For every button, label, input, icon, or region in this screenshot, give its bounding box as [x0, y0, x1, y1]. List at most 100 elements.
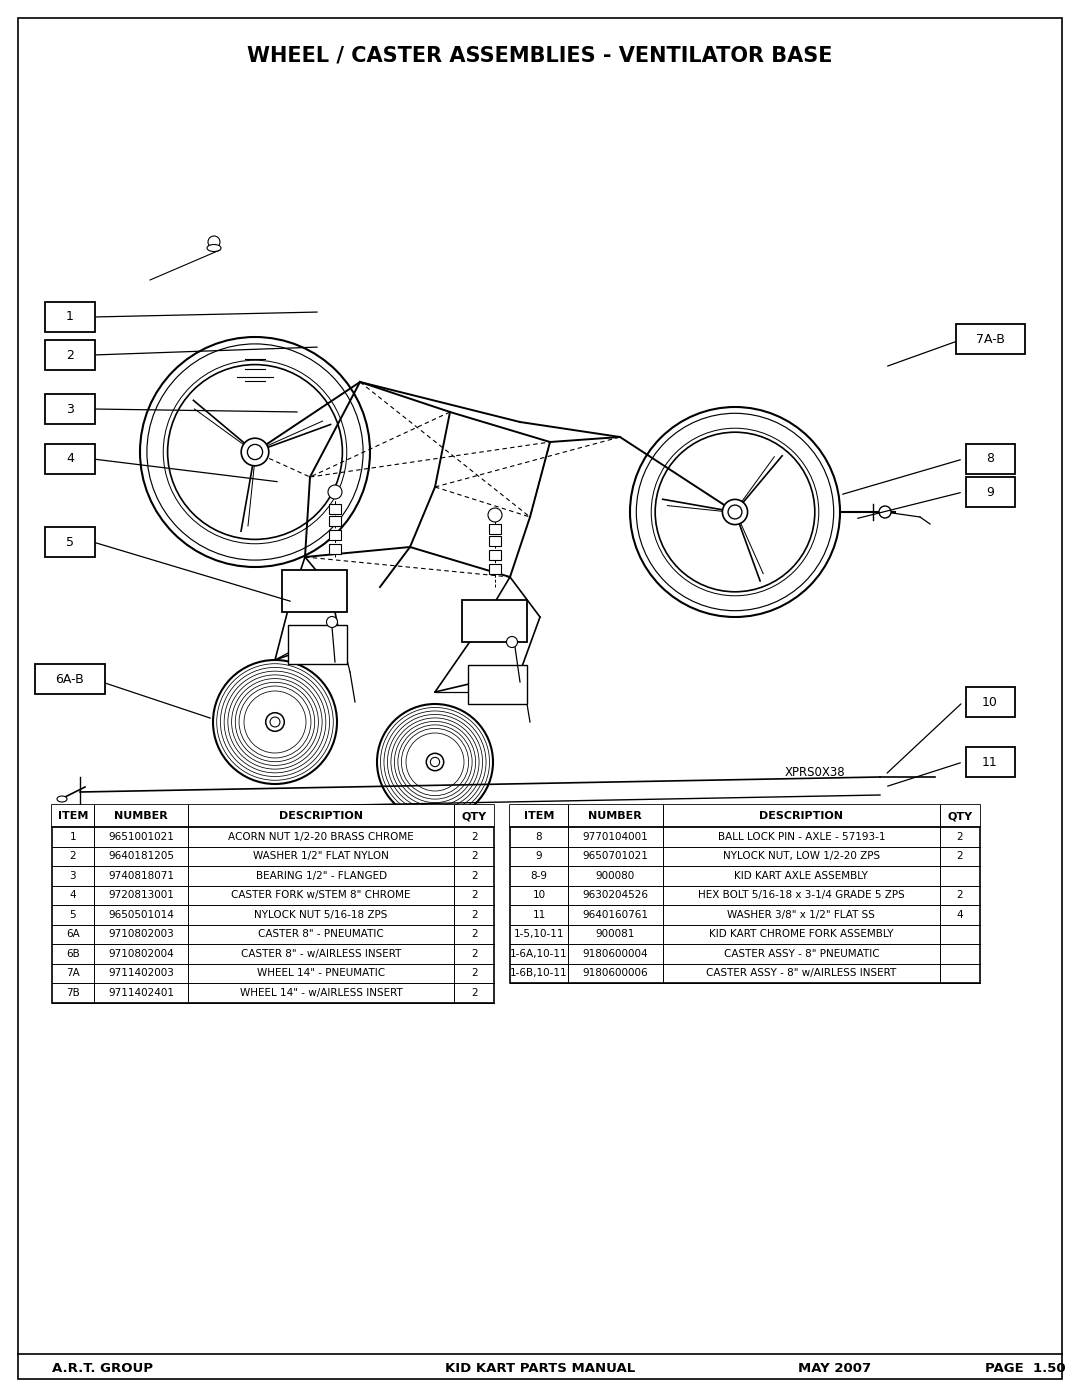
Circle shape	[326, 616, 337, 627]
Text: KID KART AXLE ASSEMBLY: KID KART AXLE ASSEMBLY	[734, 870, 868, 880]
FancyBboxPatch shape	[36, 664, 105, 694]
Circle shape	[241, 439, 269, 465]
Circle shape	[266, 712, 284, 731]
Text: DESCRIPTION: DESCRIPTION	[759, 812, 843, 821]
Text: 7A: 7A	[66, 968, 80, 978]
Text: CASTER ASSY - 8" PNEUMATIC: CASTER ASSY - 8" PNEUMATIC	[724, 949, 879, 958]
Text: 6A: 6A	[66, 929, 80, 939]
Text: NYLOCK NUT, LOW 1/2-20 ZPS: NYLOCK NUT, LOW 1/2-20 ZPS	[723, 851, 880, 861]
Bar	[329, 515, 341, 527]
Ellipse shape	[207, 244, 221, 251]
FancyBboxPatch shape	[45, 339, 95, 370]
Text: BEARING 1/2" - FLANGED: BEARING 1/2" - FLANGED	[256, 870, 387, 880]
Text: XPRS0X38: XPRS0X38	[785, 766, 846, 778]
Text: 9740818071: 9740818071	[108, 870, 174, 880]
Text: 4: 4	[957, 909, 963, 919]
Text: 1-6B,10-11: 1-6B,10-11	[510, 968, 568, 978]
Text: 9711402003: 9711402003	[108, 968, 174, 978]
Text: 2: 2	[471, 890, 477, 900]
Circle shape	[507, 637, 517, 647]
Text: 11: 11	[982, 756, 998, 768]
Bar	[489, 536, 501, 546]
Text: 9180600004: 9180600004	[582, 949, 648, 958]
Text: 1: 1	[66, 310, 73, 324]
Text: CASTER 8" - w/AIRLESS INSERT: CASTER 8" - w/AIRLESS INSERT	[241, 949, 402, 958]
Circle shape	[879, 506, 891, 518]
Text: 900081: 900081	[595, 929, 635, 939]
FancyBboxPatch shape	[966, 747, 1014, 777]
Text: 9650701021: 9650701021	[582, 851, 648, 861]
Bar	[489, 550, 501, 560]
Text: WHEEL 14" - w/AIRLESS INSERT: WHEEL 14" - w/AIRLESS INSERT	[240, 988, 403, 997]
Text: HEX BOLT 5/16-18 x 3-1/4 GRADE 5 ZPS: HEX BOLT 5/16-18 x 3-1/4 GRADE 5 ZPS	[698, 890, 905, 900]
Text: 9650501014: 9650501014	[108, 909, 174, 919]
Text: DESCRIPTION: DESCRIPTION	[279, 812, 363, 821]
Text: 9180600006: 9180600006	[582, 968, 648, 978]
Text: 4: 4	[66, 453, 73, 465]
Text: CASTER ASSY - 8" w/AIRLESS INSERT: CASTER ASSY - 8" w/AIRLESS INSERT	[706, 968, 896, 978]
Text: QTY: QTY	[461, 812, 487, 821]
Text: 9710802003: 9710802003	[108, 929, 174, 939]
Text: WHEEL / CASTER ASSEMBLIES - VENTILATOR BASE: WHEEL / CASTER ASSEMBLIES - VENTILATOR B…	[247, 45, 833, 66]
Text: NYLOCK NUT 5/16-18 ZPS: NYLOCK NUT 5/16-18 ZPS	[255, 909, 388, 919]
Text: 900080: 900080	[596, 870, 635, 880]
Circle shape	[208, 236, 220, 249]
Text: 3: 3	[69, 870, 77, 880]
Bar	[329, 529, 341, 541]
Text: 8: 8	[536, 831, 542, 842]
Text: ACORN NUT 1/2-20 BRASS CHROME: ACORN NUT 1/2-20 BRASS CHROME	[228, 831, 414, 842]
Text: KID KART PARTS MANUAL: KID KART PARTS MANUAL	[445, 1362, 635, 1376]
Bar	[329, 504, 341, 514]
Text: 2: 2	[957, 890, 963, 900]
Text: WASHER 1/2" FLAT NYLON: WASHER 1/2" FLAT NYLON	[253, 851, 389, 861]
Text: 1: 1	[69, 831, 77, 842]
Text: 2: 2	[471, 968, 477, 978]
FancyBboxPatch shape	[956, 324, 1025, 353]
Text: 9640181205: 9640181205	[108, 851, 174, 861]
Text: 3: 3	[66, 402, 73, 415]
Bar	[489, 524, 501, 534]
Text: 10: 10	[982, 696, 998, 708]
Text: 2: 2	[66, 348, 73, 362]
Text: 9651001021: 9651001021	[108, 831, 174, 842]
Text: 7A-B: 7A-B	[975, 332, 1004, 345]
FancyBboxPatch shape	[468, 665, 527, 704]
Text: 1-5,10-11: 1-5,10-11	[514, 929, 564, 939]
Text: NUMBER: NUMBER	[589, 812, 643, 821]
Circle shape	[247, 444, 262, 460]
Text: 2: 2	[69, 851, 77, 861]
Text: 7B: 7B	[66, 988, 80, 997]
Circle shape	[723, 499, 747, 525]
Circle shape	[270, 717, 280, 726]
Text: 9710802004: 9710802004	[108, 949, 174, 958]
Text: 2: 2	[471, 851, 477, 861]
FancyBboxPatch shape	[966, 444, 1014, 474]
FancyBboxPatch shape	[288, 624, 347, 664]
Bar	[489, 564, 501, 574]
Text: 6A-B: 6A-B	[56, 672, 84, 686]
Bar	[510, 805, 980, 983]
Text: 5: 5	[66, 535, 75, 549]
Text: QTY: QTY	[947, 812, 973, 821]
Text: 9: 9	[536, 851, 542, 861]
FancyBboxPatch shape	[966, 687, 1014, 717]
Circle shape	[328, 485, 342, 499]
Text: 9640160761: 9640160761	[582, 909, 648, 919]
Text: 9: 9	[986, 486, 994, 499]
FancyBboxPatch shape	[45, 394, 95, 425]
FancyBboxPatch shape	[45, 302, 95, 332]
Text: CASTER 8" - PNEUMATIC: CASTER 8" - PNEUMATIC	[258, 929, 384, 939]
Text: 2: 2	[471, 949, 477, 958]
Text: 11: 11	[532, 909, 545, 919]
Circle shape	[427, 753, 444, 771]
Text: A.R.T. GROUP: A.R.T. GROUP	[52, 1362, 153, 1376]
FancyBboxPatch shape	[45, 444, 95, 474]
Circle shape	[488, 509, 502, 522]
Text: ITEM: ITEM	[524, 812, 554, 821]
Text: WASHER 3/8" x 1/2" FLAT SS: WASHER 3/8" x 1/2" FLAT SS	[728, 909, 875, 919]
Text: 4: 4	[69, 890, 77, 900]
Text: ITEM: ITEM	[57, 812, 89, 821]
Bar	[462, 599, 527, 643]
Text: 9720813001: 9720813001	[108, 890, 174, 900]
FancyBboxPatch shape	[966, 476, 1014, 507]
